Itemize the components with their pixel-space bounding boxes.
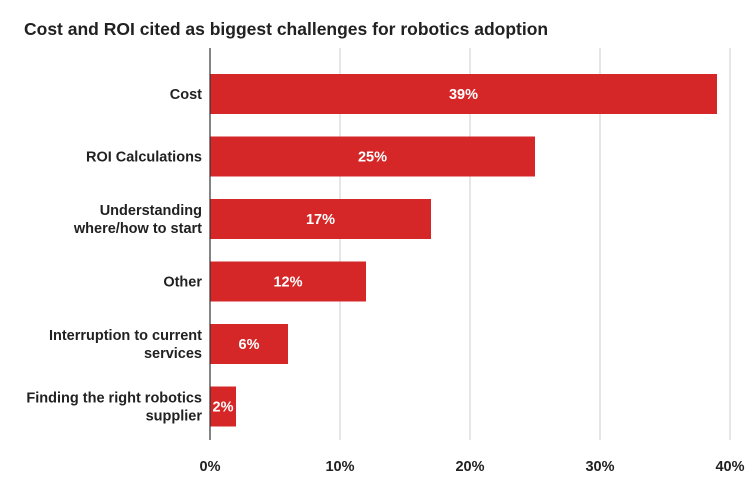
bar-data-label: 6%: [239, 337, 260, 353]
x-tick-label: 40%: [715, 459, 744, 475]
category-label: Other: [163, 275, 202, 291]
bar-data-label: 12%: [273, 275, 302, 291]
bar: [210, 261, 366, 302]
bar-data-label: 17%: [306, 212, 335, 228]
bar-data-label: 39%: [449, 87, 478, 103]
x-tick-labels: 0% 10% 20% 30% 40%: [200, 459, 745, 475]
bar: [210, 136, 535, 177]
category-labels: Cost ROI Calculations Understanding where/h…: [26, 87, 202, 425]
category-label: Finding the right robotics supplier: [26, 391, 202, 425]
x-tick-label: 0%: [200, 459, 221, 475]
x-tick-label: 10%: [325, 459, 354, 475]
category-label: Interruption to current services: [49, 328, 202, 362]
bar: [210, 199, 431, 239]
category-label: Cost: [170, 87, 202, 103]
chart-title: Cost and ROI cited as biggest challenges…: [24, 19, 549, 39]
x-tick-label: 30%: [585, 459, 614, 475]
bar: [210, 324, 288, 364]
category-label: ROI Calculations: [86, 150, 202, 166]
x-tick-label: 20%: [455, 459, 484, 475]
bars: 39% 25% 17% 12% 6% 2%: [210, 74, 717, 427]
bar: [210, 386, 236, 427]
bar-data-label: 2%: [213, 400, 234, 416]
category-label: Understanding where/how to start: [73, 203, 202, 237]
bar: [210, 74, 717, 114]
bar-data-label: 25%: [358, 150, 387, 166]
